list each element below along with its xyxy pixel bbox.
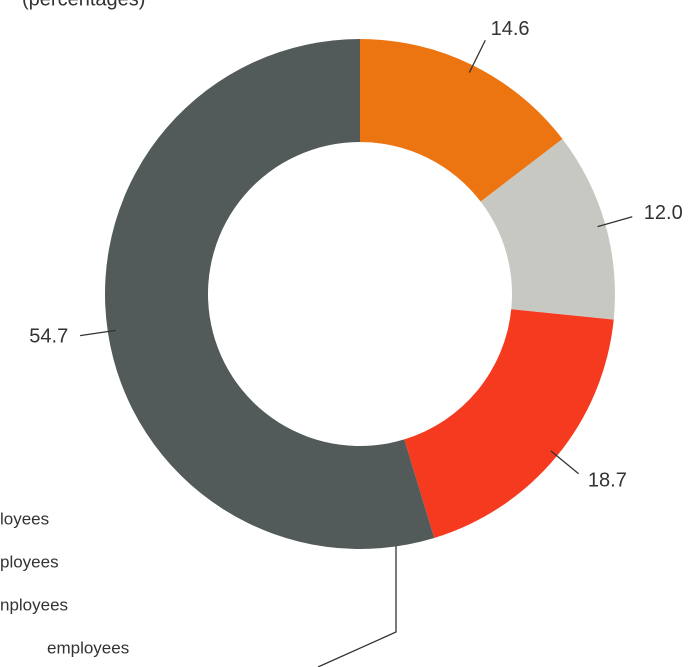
data-label: 18.7 [588,470,627,492]
legend-label: employees [47,638,129,657]
data-label: 14.6 [491,18,530,40]
leader-line [550,450,580,475]
data-label: 12.0 [644,202,683,224]
leader-line [597,216,633,228]
leader-line [317,545,397,667]
donut-slice [480,138,616,320]
chart-subtitle: (percentages) [22,0,145,10]
donut-slice [360,39,563,202]
legend-label: ployees [0,552,59,571]
legend-label: nployees [0,595,68,614]
leader-line [79,329,116,337]
donut-slice [404,309,614,538]
legend-label: loyees [0,509,49,528]
donut-slice [104,39,435,549]
leader-line [468,39,486,73]
data-label: 54.7 [29,326,68,348]
